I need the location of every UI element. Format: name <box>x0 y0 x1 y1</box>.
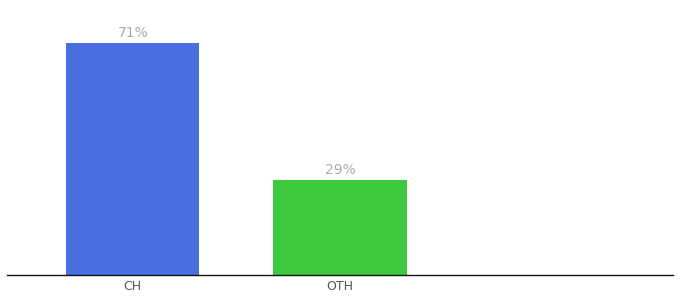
Text: 71%: 71% <box>118 26 148 40</box>
Bar <box>273 180 407 275</box>
Bar <box>66 43 199 275</box>
Text: 29%: 29% <box>324 163 356 177</box>
